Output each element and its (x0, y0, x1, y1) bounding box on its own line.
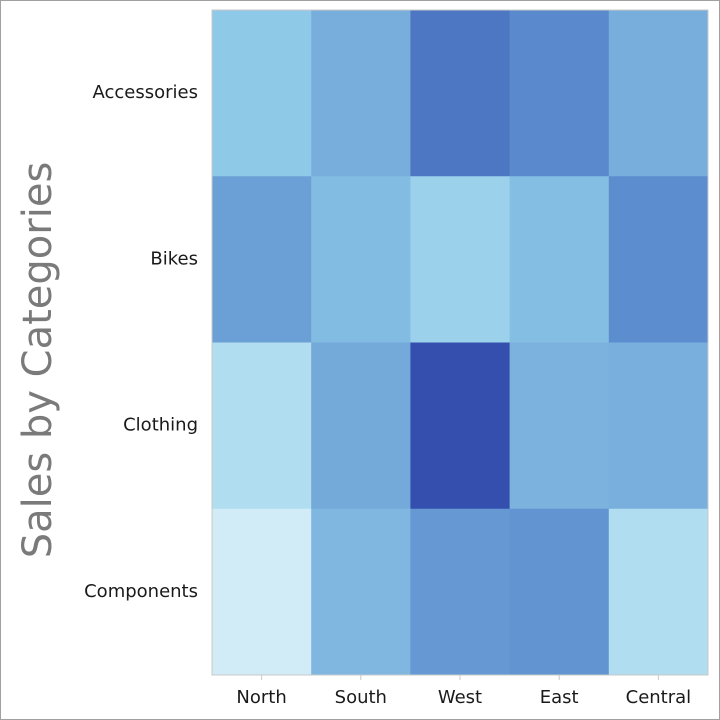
y-tick-label: Clothing (123, 415, 198, 436)
heat-cell (509, 176, 610, 343)
heat-cell (509, 10, 610, 177)
x-tick-label: East (540, 687, 579, 708)
heat-cell (212, 342, 312, 510)
heat-cell (212, 10, 312, 177)
heat-cell (311, 176, 411, 343)
heat-cell (311, 10, 411, 177)
heat-cell (509, 508, 610, 676)
y-tick-label: Components (84, 581, 198, 602)
heat-cell (410, 10, 511, 177)
heat-cell (608, 10, 709, 177)
x-tick-label: West (438, 687, 482, 708)
x-tick-label: North (236, 687, 286, 708)
y-tick-label: Bikes (150, 248, 198, 269)
x-tick-label: South (335, 687, 387, 708)
heat-cell (608, 176, 709, 343)
heat-cell (311, 342, 411, 510)
y-tick-label: Accessories (93, 82, 199, 103)
heat-cell (608, 342, 709, 510)
heat-cell (311, 508, 411, 676)
heat-cell (410, 342, 511, 510)
heat-cell (509, 342, 610, 510)
x-tick-label: Central (626, 687, 692, 708)
heat-cell (410, 176, 511, 343)
heat-cell (410, 508, 511, 676)
heat-cell (212, 508, 312, 676)
heat-cell (608, 508, 709, 676)
heat-cell (212, 176, 312, 343)
chart-title: Sales by Categories (15, 162, 61, 559)
